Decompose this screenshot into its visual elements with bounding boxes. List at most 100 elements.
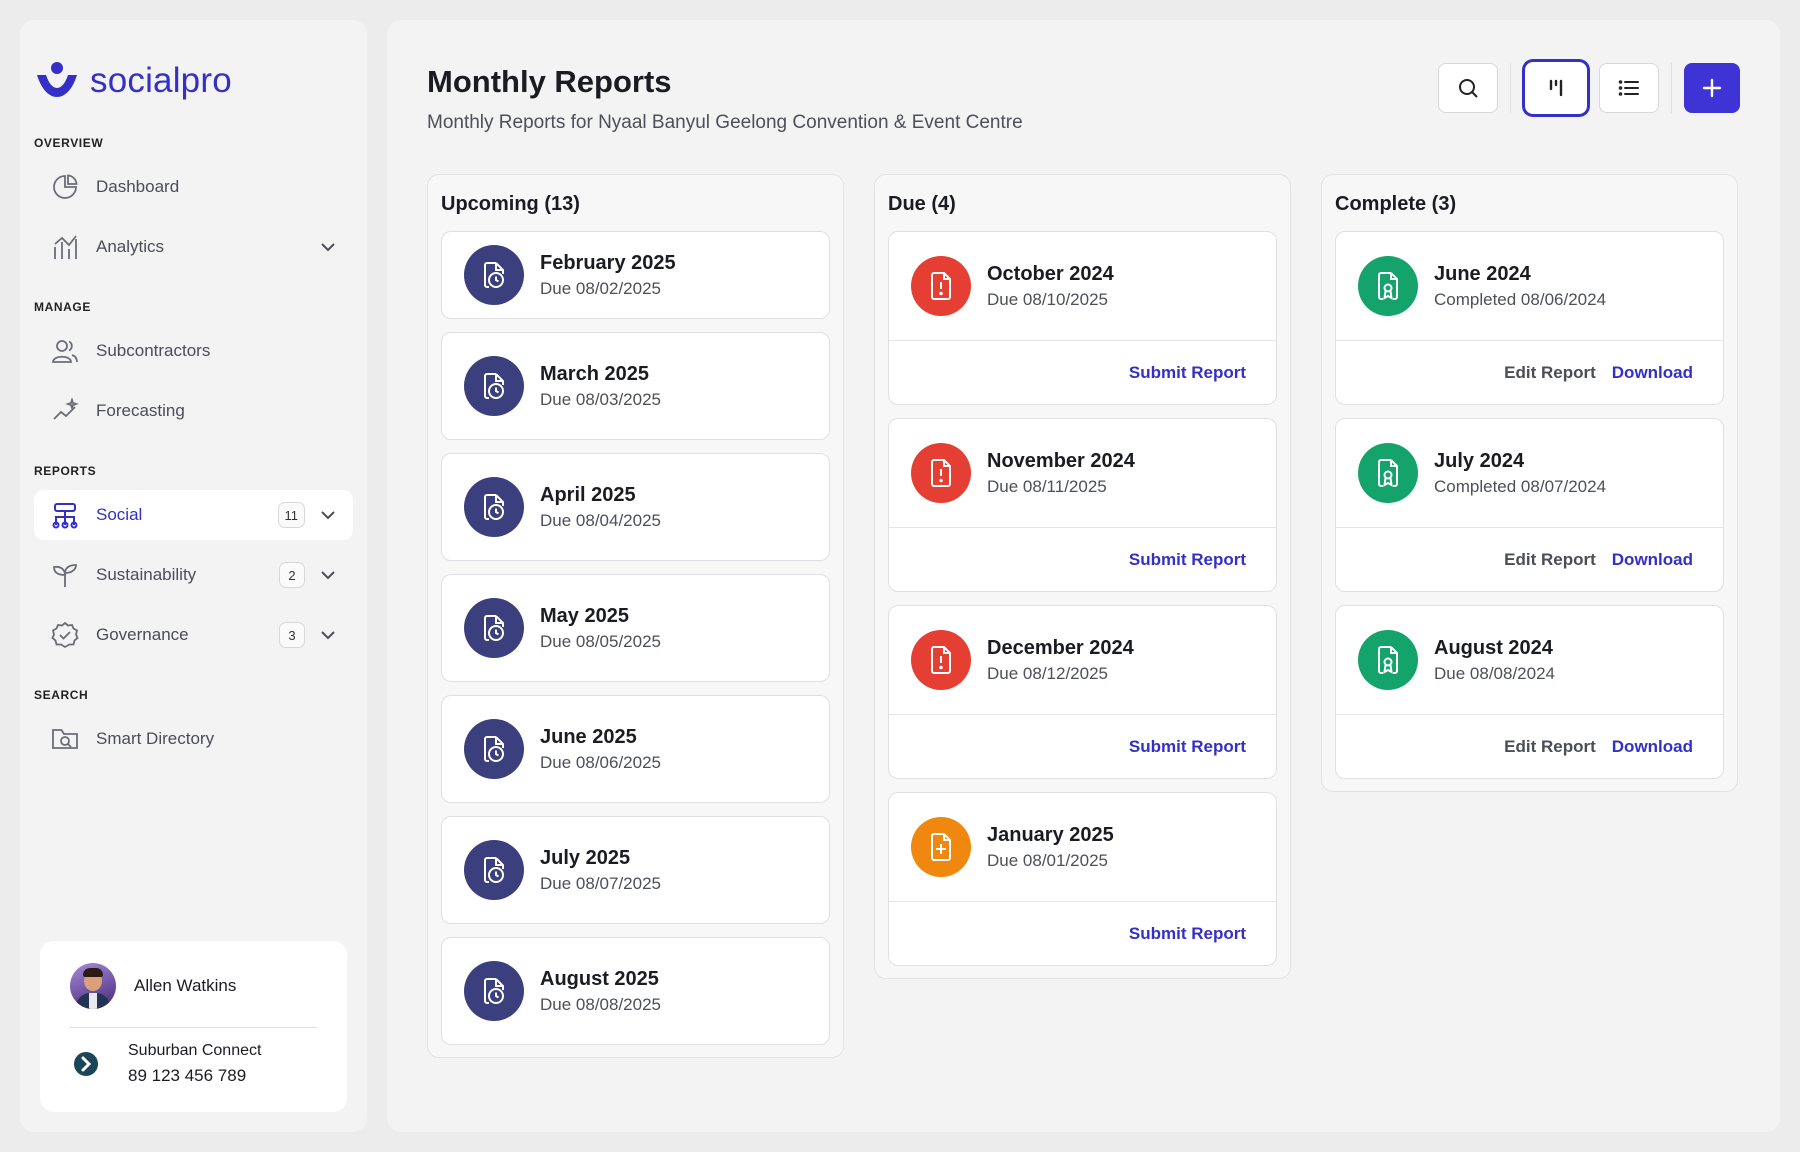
user-card[interactable]: Allen Watkins Suburban Connect 89 123 45… xyxy=(40,941,347,1112)
trend-sparkle-icon xyxy=(50,396,80,426)
report-title: June 2024 xyxy=(1434,262,1531,285)
column-title: Due (4) xyxy=(888,193,956,215)
column-due: Due (4) October 2024 Due 08/10/2025 Submi… xyxy=(874,174,1291,979)
sidebar-item-dashboard[interactable]: Dashboard xyxy=(34,162,353,212)
plus-icon xyxy=(1702,78,1722,98)
report-title: March 2025 xyxy=(540,362,649,385)
download-link[interactable]: Download xyxy=(1611,549,1693,569)
logo-text: socialpro xyxy=(90,61,232,100)
section-label-search: SEARCH xyxy=(34,688,89,702)
avatar xyxy=(70,963,116,1009)
sidebar-item-label: Subcontractors xyxy=(96,341,211,360)
report-title: May 2025 xyxy=(540,604,629,627)
report-due-date: Due 08/02/2025 xyxy=(540,278,661,298)
users-icon xyxy=(50,336,80,366)
toolbar xyxy=(1438,60,1740,116)
sidebar-item-analytics[interactable]: Analytics xyxy=(34,222,353,272)
submit-report-link[interactable]: Submit Report xyxy=(1128,549,1246,569)
chevron-down-icon[interactable] xyxy=(319,566,337,584)
sidebar-item-governance[interactable]: Governance 3 xyxy=(34,610,353,660)
report-card: December 2024 Due 08/12/2025 Submit Repor… xyxy=(888,605,1277,779)
org-name: Suburban Connect xyxy=(128,1042,262,1059)
report-card[interactable]: June 2025 Due 08/06/2025 xyxy=(441,695,830,803)
download-link[interactable]: Download xyxy=(1611,736,1693,756)
report-card[interactable]: February 2025 Due 08/02/2025 xyxy=(441,231,830,319)
list-view-button[interactable] xyxy=(1599,63,1659,113)
sidebar-item-label: Governance xyxy=(96,625,189,644)
report-card[interactable]: March 2025 Due 08/03/2025 xyxy=(441,332,830,440)
sidebar-item-label: Forecasting xyxy=(96,401,185,420)
report-title: February 2025 xyxy=(540,251,676,274)
report-due-date: Due 08/05/2025 xyxy=(540,631,661,651)
report-due-date: Due 08/01/2025 xyxy=(987,850,1108,870)
page-title: Monthly Reports xyxy=(427,64,672,99)
file-clock-icon xyxy=(464,598,524,658)
report-title: August 2025 xyxy=(540,967,659,990)
file-check-icon xyxy=(1358,630,1418,690)
report-card: June 2024 Completed 08/06/2024 Edit Repor… xyxy=(1335,231,1724,405)
download-link[interactable]: Download xyxy=(1611,362,1693,382)
column-title: Upcoming (13) xyxy=(441,193,580,215)
report-completed-date: Completed 08/06/2024 xyxy=(1434,289,1607,309)
page-subtitle: Monthly Reports for Nyaal Banyul Geelong… xyxy=(427,112,1023,133)
sidebar-item-subcontractors[interactable]: Subcontractors xyxy=(34,326,353,376)
column-title: Complete (3) xyxy=(1335,193,1457,215)
sidebar-item-label: Sustainability xyxy=(96,565,197,584)
report-card[interactable]: July 2025 Due 08/07/2025 xyxy=(441,816,830,924)
divider xyxy=(70,1027,317,1028)
submit-report-link[interactable]: Submit Report xyxy=(1128,736,1246,756)
logo[interactable]: socialpro xyxy=(34,56,353,106)
edit-report-link[interactable]: Edit Report xyxy=(1504,736,1596,756)
report-card: July 2024 Completed 08/07/2024 Edit Repor… xyxy=(1335,418,1724,592)
report-due-date: Due 08/12/2025 xyxy=(987,663,1108,683)
edit-report-link[interactable]: Edit Report xyxy=(1504,362,1596,382)
file-clock-icon xyxy=(464,477,524,537)
sidebar-item-forecasting[interactable]: Forecasting xyxy=(34,386,353,436)
file-alert-icon xyxy=(911,256,971,316)
add-report-button[interactable] xyxy=(1684,63,1740,113)
chevron-down-icon[interactable] xyxy=(319,506,337,524)
column-upcoming: Upcoming (13) February 2025 Due 08/02/202… xyxy=(427,174,844,1058)
org-row[interactable]: Suburban Connect 89 123 456 789 xyxy=(70,1042,317,1086)
file-clock-icon xyxy=(464,840,524,900)
org-details: Suburban Connect 89 123 456 789 xyxy=(128,1042,261,1086)
sidebar: socialpro OVERVIEW Dashboard Analytics xyxy=(20,20,367,1132)
file-plus-icon xyxy=(911,817,971,877)
sidebar-item-label: Dashboard xyxy=(96,177,180,196)
report-due-date: Due 08/11/2025 xyxy=(987,476,1107,496)
submit-report-link[interactable]: Submit Report xyxy=(1128,362,1246,382)
report-card: January 2025 Due 08/01/2025 Submit Report xyxy=(888,792,1277,966)
report-card[interactable]: April 2025 Due 08/04/2025 xyxy=(441,453,830,561)
toolbar-separator xyxy=(1671,63,1672,113)
search-button[interactable] xyxy=(1438,63,1498,113)
file-alert-icon xyxy=(911,630,971,690)
search-icon xyxy=(1459,79,1478,98)
report-card: November 2024 Due 08/11/2025 Submit Repor… xyxy=(888,418,1277,592)
kanban-view-button[interactable] xyxy=(1523,60,1589,116)
user-row[interactable]: Allen Watkins xyxy=(70,961,317,1011)
report-card[interactable]: August 2025 Due 08/08/2025 xyxy=(441,937,830,1045)
file-check-icon xyxy=(1358,443,1418,503)
sidebar-item-sustainability[interactable]: Sustainability 2 xyxy=(34,550,353,600)
report-title: July 2024 xyxy=(1434,449,1525,472)
sidebar-item-smart-directory[interactable]: Smart Directory xyxy=(34,714,353,764)
nav-group-manage: MANAGE Subcontractors Forecasting xyxy=(34,300,353,436)
report-card[interactable]: May 2025 Due 08/05/2025 xyxy=(441,574,830,682)
submit-report-link[interactable]: Submit Report xyxy=(1128,923,1246,943)
report-title: December 2024 xyxy=(987,636,1134,659)
sidebar-item-label: Social xyxy=(96,505,143,524)
section-label-reports: REPORTS xyxy=(34,464,97,478)
page-header: Monthly Reports Monthly Reports for Nyaa… xyxy=(427,60,1740,160)
user-name: Allen Watkins xyxy=(134,976,237,995)
report-title: July 2025 xyxy=(540,846,631,869)
report-card: October 2024 Due 08/10/2025 Submit Report xyxy=(888,231,1277,405)
count-badge: 3 xyxy=(279,622,305,648)
report-title: October 2024 xyxy=(987,262,1114,285)
report-due-date: Due 08/03/2025 xyxy=(540,389,661,409)
nav-group-reports: REPORTS Social 11 Sustainability 2 xyxy=(34,464,353,660)
edit-report-link[interactable]: Edit Report xyxy=(1504,549,1596,569)
sidebar-item-social[interactable]: Social 11 xyxy=(34,490,353,540)
chevron-down-icon[interactable] xyxy=(319,238,337,256)
chevron-down-icon[interactable] xyxy=(319,626,337,644)
